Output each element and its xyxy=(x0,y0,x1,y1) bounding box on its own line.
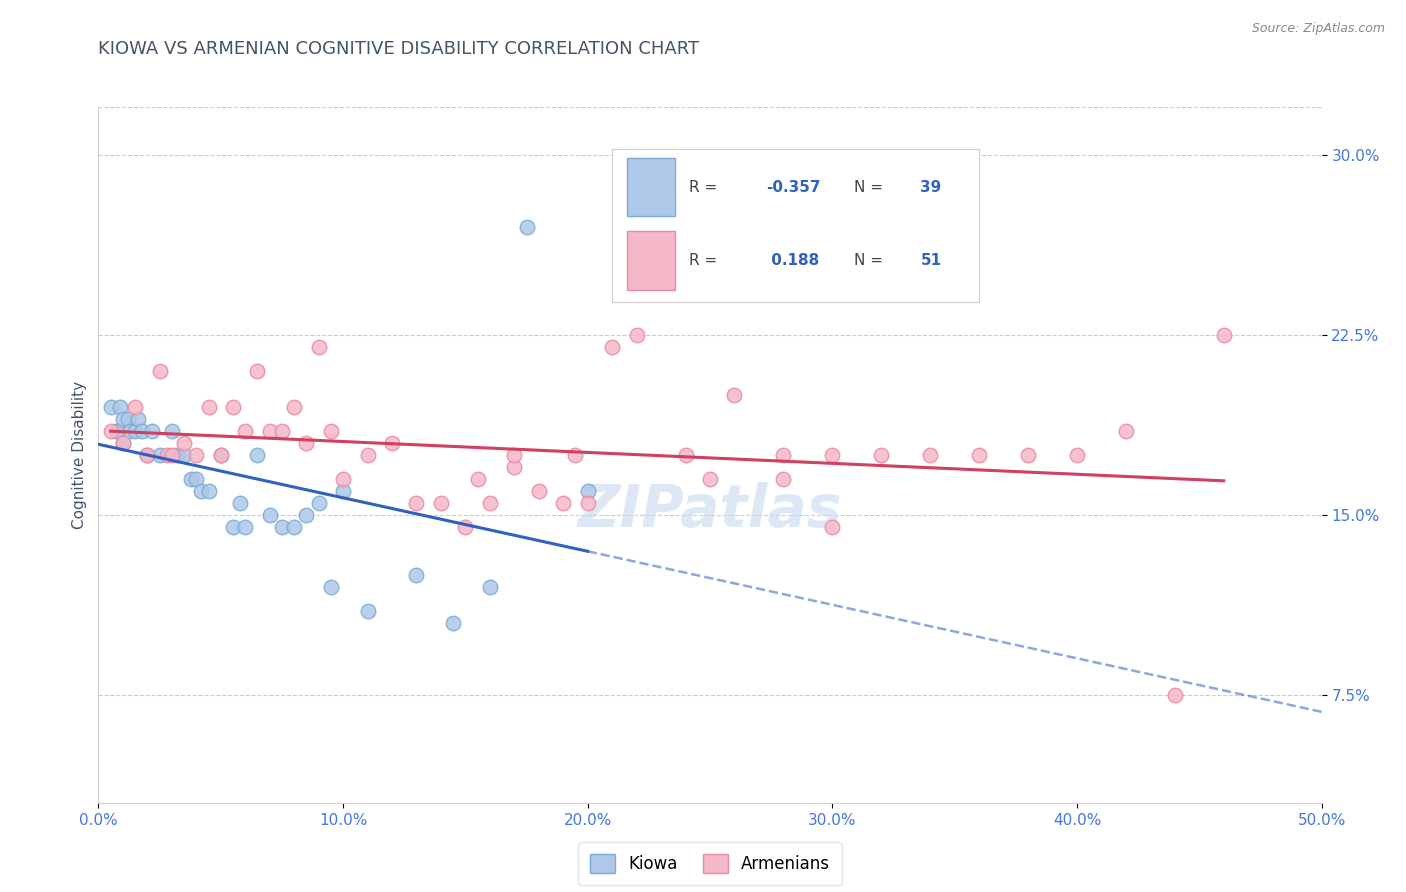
Point xyxy=(920,448,942,462)
Point xyxy=(564,448,586,462)
Point xyxy=(527,483,550,498)
Point xyxy=(967,448,990,462)
Point xyxy=(772,472,794,486)
Point xyxy=(356,604,378,618)
Point xyxy=(100,400,122,414)
Point xyxy=(405,567,427,582)
Point xyxy=(308,340,330,354)
Point xyxy=(270,424,294,438)
Point xyxy=(478,496,501,510)
Point xyxy=(222,520,245,534)
Point xyxy=(149,364,172,378)
Text: Source: ZipAtlas.com: Source: ZipAtlas.com xyxy=(1251,22,1385,36)
Point xyxy=(270,520,294,534)
Point xyxy=(283,400,305,414)
Point xyxy=(356,448,378,462)
Point xyxy=(160,424,183,438)
Point xyxy=(124,424,146,438)
Point xyxy=(120,424,142,438)
Point xyxy=(111,412,134,426)
Point xyxy=(197,483,219,498)
Point xyxy=(233,520,256,534)
Point xyxy=(870,448,893,462)
Point xyxy=(1164,688,1187,702)
Point xyxy=(246,364,269,378)
Point xyxy=(283,520,305,534)
Point xyxy=(332,472,354,486)
Point xyxy=(381,436,404,450)
Point xyxy=(156,448,179,462)
Point xyxy=(1017,448,1039,462)
Point xyxy=(576,483,599,498)
Point xyxy=(104,424,127,438)
Legend: Kiowa, Armenians: Kiowa, Armenians xyxy=(578,842,842,885)
Point xyxy=(515,219,537,234)
Point xyxy=(1066,448,1088,462)
Point xyxy=(319,424,342,438)
Point xyxy=(626,328,648,343)
Text: ZIPatlas: ZIPatlas xyxy=(578,482,842,539)
Point xyxy=(1212,328,1234,343)
Point xyxy=(441,615,464,630)
Point xyxy=(209,448,232,462)
Point xyxy=(576,496,599,510)
Point xyxy=(173,436,195,450)
Point xyxy=(821,448,844,462)
Point xyxy=(136,448,159,462)
Point xyxy=(699,472,721,486)
Point xyxy=(332,483,354,498)
Point xyxy=(209,448,232,462)
Text: KIOWA VS ARMENIAN COGNITIVE DISABILITY CORRELATION CHART: KIOWA VS ARMENIAN COGNITIVE DISABILITY C… xyxy=(98,40,700,58)
Point xyxy=(111,436,134,450)
Point xyxy=(111,436,134,450)
Point xyxy=(772,448,794,462)
Point xyxy=(173,448,195,462)
Point xyxy=(180,472,202,486)
Point xyxy=(197,400,219,414)
Point xyxy=(295,436,318,450)
Point xyxy=(149,448,172,462)
Point xyxy=(259,424,281,438)
Point xyxy=(107,424,129,438)
Point xyxy=(405,496,427,510)
Point xyxy=(503,459,526,474)
Point xyxy=(233,424,256,438)
Point xyxy=(259,508,281,522)
Point xyxy=(190,483,212,498)
Point xyxy=(222,400,245,414)
Point xyxy=(675,448,697,462)
Point xyxy=(166,448,188,462)
Point xyxy=(186,448,208,462)
Point xyxy=(160,448,183,462)
Point xyxy=(295,508,318,522)
Point xyxy=(229,496,252,510)
Point xyxy=(100,424,122,438)
Point xyxy=(141,424,163,438)
Point xyxy=(821,520,844,534)
Point xyxy=(1115,424,1137,438)
Point xyxy=(131,424,153,438)
Point xyxy=(478,580,501,594)
Point xyxy=(553,496,575,510)
Point xyxy=(117,412,139,426)
Point xyxy=(503,448,526,462)
Point xyxy=(430,496,453,510)
Point xyxy=(186,472,208,486)
Point xyxy=(136,448,159,462)
Point xyxy=(110,400,132,414)
Point xyxy=(124,400,146,414)
Point xyxy=(454,520,477,534)
Point xyxy=(723,388,745,402)
Point xyxy=(467,472,489,486)
Point xyxy=(127,412,149,426)
Point xyxy=(308,496,330,510)
Point xyxy=(600,340,623,354)
Y-axis label: Cognitive Disability: Cognitive Disability xyxy=(72,381,87,529)
Point xyxy=(319,580,342,594)
Point xyxy=(246,448,269,462)
